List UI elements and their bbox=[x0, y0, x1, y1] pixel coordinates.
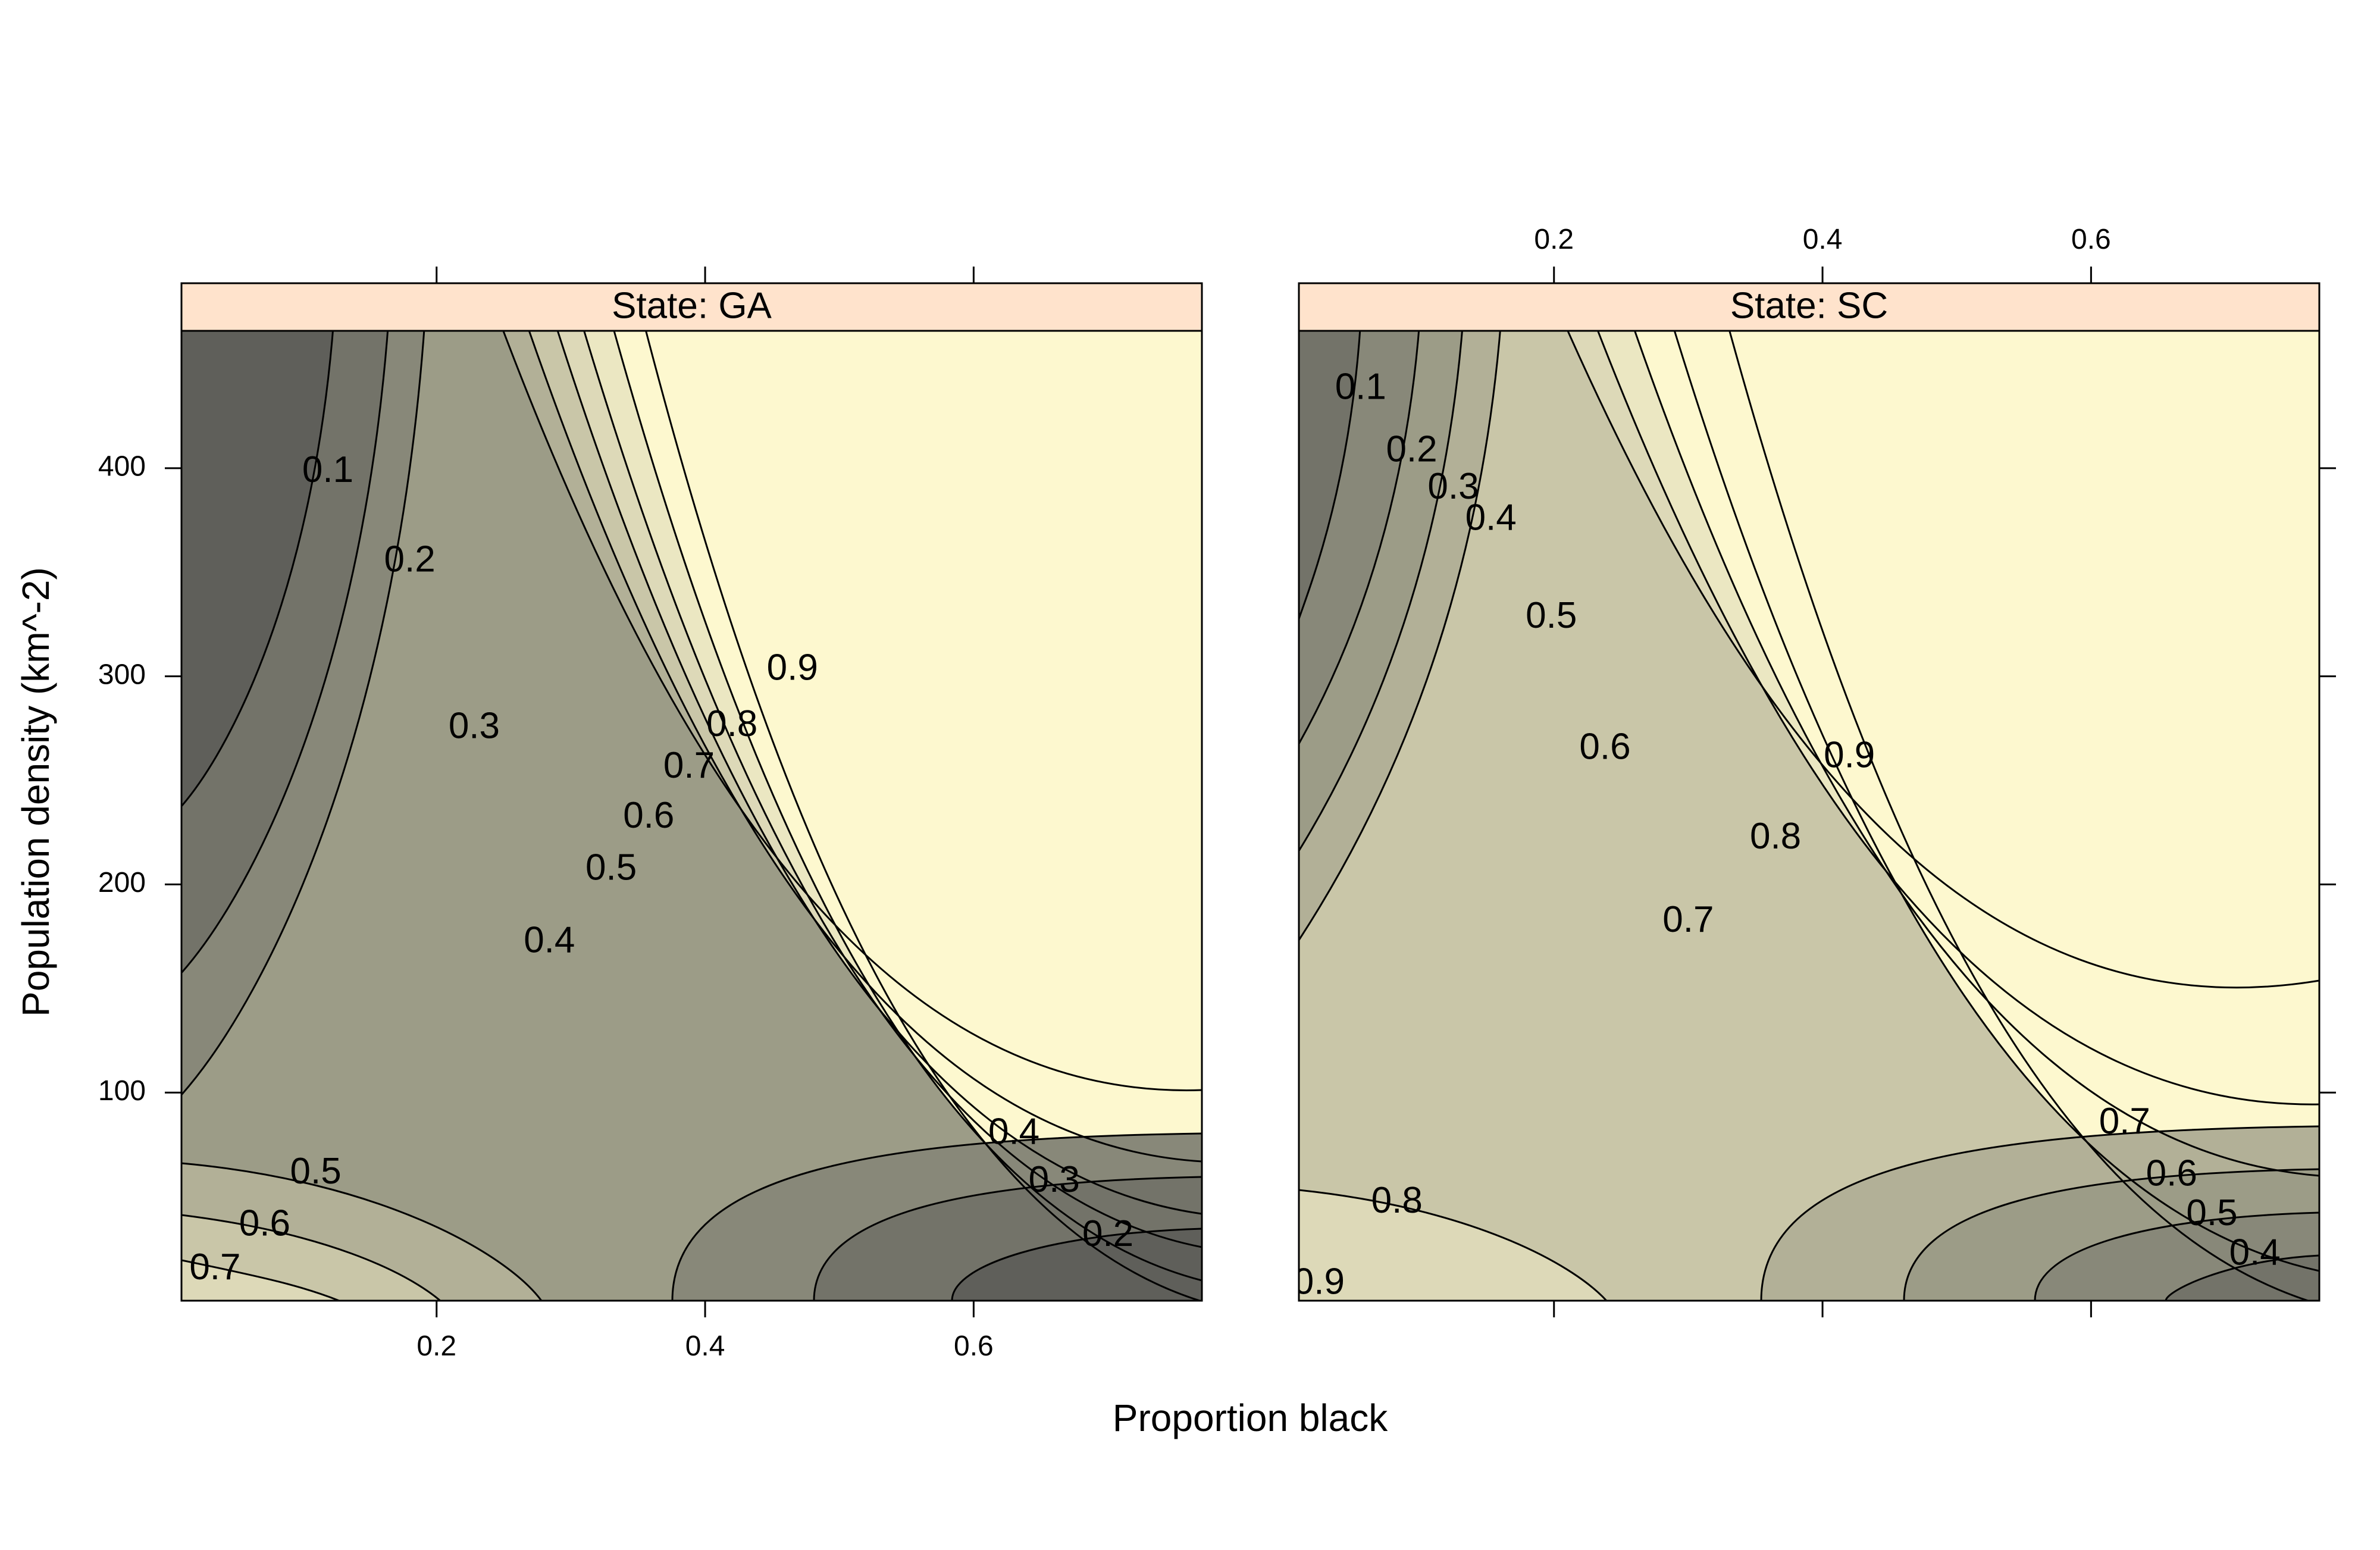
contour-line bbox=[1903, 1168, 2319, 1301]
x-axis-label: Proportion black bbox=[1113, 1396, 1388, 1439]
contour-label: 0.8 bbox=[1750, 816, 1801, 857]
contour-label: 0.5 bbox=[290, 1151, 342, 1192]
y-tick-label: 200 bbox=[98, 867, 146, 898]
contour-label: 0.9 bbox=[1294, 1261, 1345, 1302]
contour-label: 0.3 bbox=[449, 705, 500, 746]
contour-line bbox=[181, 283, 392, 973]
contour-label: 0.4 bbox=[524, 920, 575, 961]
x-tick-label: 0.6 bbox=[954, 1330, 994, 1362]
contour-line bbox=[1546, 283, 2319, 989]
x-tick-label: 0.6 bbox=[2071, 224, 2111, 255]
contour-band bbox=[634, 283, 1202, 1301]
contour-label: 0.9 bbox=[1824, 734, 1875, 775]
panel-frame bbox=[180, 282, 1203, 1302]
contour-line bbox=[181, 283, 428, 1095]
contour-label: 0.7 bbox=[1662, 899, 1714, 940]
contour-label: 0.7 bbox=[2099, 1101, 2150, 1142]
y-axis-label: Population density (km^-2) bbox=[14, 567, 57, 1017]
contour-label: 0.8 bbox=[1371, 1180, 1423, 1221]
contour-band bbox=[1717, 283, 2319, 1301]
contour-band bbox=[181, 283, 336, 806]
panel-ga: 0.10.20.30.40.50.60.70.80.90.40.30.20.50… bbox=[98, 267, 1203, 1362]
contour-line bbox=[512, 283, 1202, 1163]
contour-line bbox=[2165, 1254, 2319, 1301]
x-tick-label: 0.2 bbox=[1534, 224, 1574, 255]
contour-band bbox=[181, 1260, 339, 1301]
contour-label: 0.5 bbox=[2186, 1192, 2237, 1233]
x-tick-label: 0.2 bbox=[416, 1330, 456, 1362]
contour-fills: 0.10.20.30.40.50.60.70.80.90.40.30.20.50… bbox=[181, 283, 1202, 1301]
contour-line bbox=[1715, 283, 2312, 1301]
panel-sc: 0.10.20.30.40.50.60.70.80.90.70.60.50.40… bbox=[1294, 224, 2336, 1317]
contour-label: 0.5 bbox=[585, 847, 637, 888]
y-tick-label: 300 bbox=[98, 659, 146, 690]
contour-line bbox=[2034, 1211, 2319, 1301]
contour-line bbox=[181, 1162, 543, 1301]
y-tick-label: 400 bbox=[98, 451, 146, 483]
contour-label: 0.7 bbox=[189, 1247, 240, 1288]
contour-line bbox=[632, 283, 1202, 1301]
contour-band bbox=[2166, 1255, 2319, 1301]
contour-line bbox=[1760, 1125, 2319, 1301]
contour-label: 0.2 bbox=[384, 539, 436, 580]
y-tick-label: 100 bbox=[98, 1075, 146, 1107]
contour-label: 0.4 bbox=[988, 1111, 1039, 1153]
contour-label: 0.6 bbox=[239, 1203, 290, 1244]
contour-line bbox=[181, 1214, 441, 1301]
contour-line bbox=[1299, 283, 1505, 941]
contour-line bbox=[181, 283, 337, 807]
contour-line bbox=[671, 1132, 1202, 1301]
contour-label: 0.2 bbox=[1386, 428, 1437, 469]
contour-band bbox=[1299, 1190, 1606, 1301]
contour-label: 0.3 bbox=[1029, 1159, 1080, 1200]
panel-frame bbox=[1298, 282, 2320, 1302]
contour-fills: 0.10.20.30.40.50.60.70.80.90.70.60.50.40… bbox=[1294, 283, 2319, 1302]
contour-label: 0.3 bbox=[1427, 466, 1479, 507]
contour-line bbox=[1299, 283, 1423, 744]
contour-label: 0.5 bbox=[1526, 595, 1577, 636]
contour-line bbox=[484, 283, 1202, 1091]
contour-band bbox=[952, 1229, 1202, 1301]
contour-line bbox=[1299, 1189, 1608, 1301]
contour-line bbox=[813, 1176, 1202, 1301]
contour-line bbox=[541, 283, 1202, 1215]
x-tick-label: 0.4 bbox=[685, 1330, 725, 1362]
contour-label: 0.6 bbox=[623, 795, 674, 836]
contour-label: 0.9 bbox=[767, 647, 818, 688]
panel-strip-label: State: GA bbox=[612, 285, 772, 326]
panel-strip bbox=[1298, 282, 2320, 332]
panel-strip bbox=[180, 282, 1203, 332]
contour-line bbox=[1617, 283, 2319, 1177]
contour-line bbox=[951, 1228, 1202, 1301]
contour-label: 0.1 bbox=[302, 449, 353, 490]
contour-band bbox=[1299, 283, 1363, 619]
contour-line bbox=[600, 283, 1202, 1282]
panel-strip-label: State: SC bbox=[1730, 285, 1888, 326]
contour-line bbox=[1299, 283, 1364, 619]
contour-line bbox=[181, 1259, 340, 1301]
contour-line bbox=[1659, 283, 2319, 1272]
contour-label: 0.2 bbox=[1082, 1213, 1133, 1254]
contour-line bbox=[1299, 283, 1467, 851]
x-tick-label: 0.4 bbox=[1803, 224, 1843, 255]
contour-label: 0.6 bbox=[1579, 726, 1630, 767]
contour-label: 0.7 bbox=[663, 745, 715, 786]
contour-label: 0.6 bbox=[2146, 1153, 2197, 1194]
contour-label: 0.1 bbox=[1335, 366, 1386, 407]
contour-label: 0.4 bbox=[1465, 497, 1517, 538]
contour-line bbox=[569, 283, 1202, 1248]
contour-label: 0.8 bbox=[706, 703, 757, 744]
contour-label: 0.4 bbox=[2229, 1232, 2281, 1273]
